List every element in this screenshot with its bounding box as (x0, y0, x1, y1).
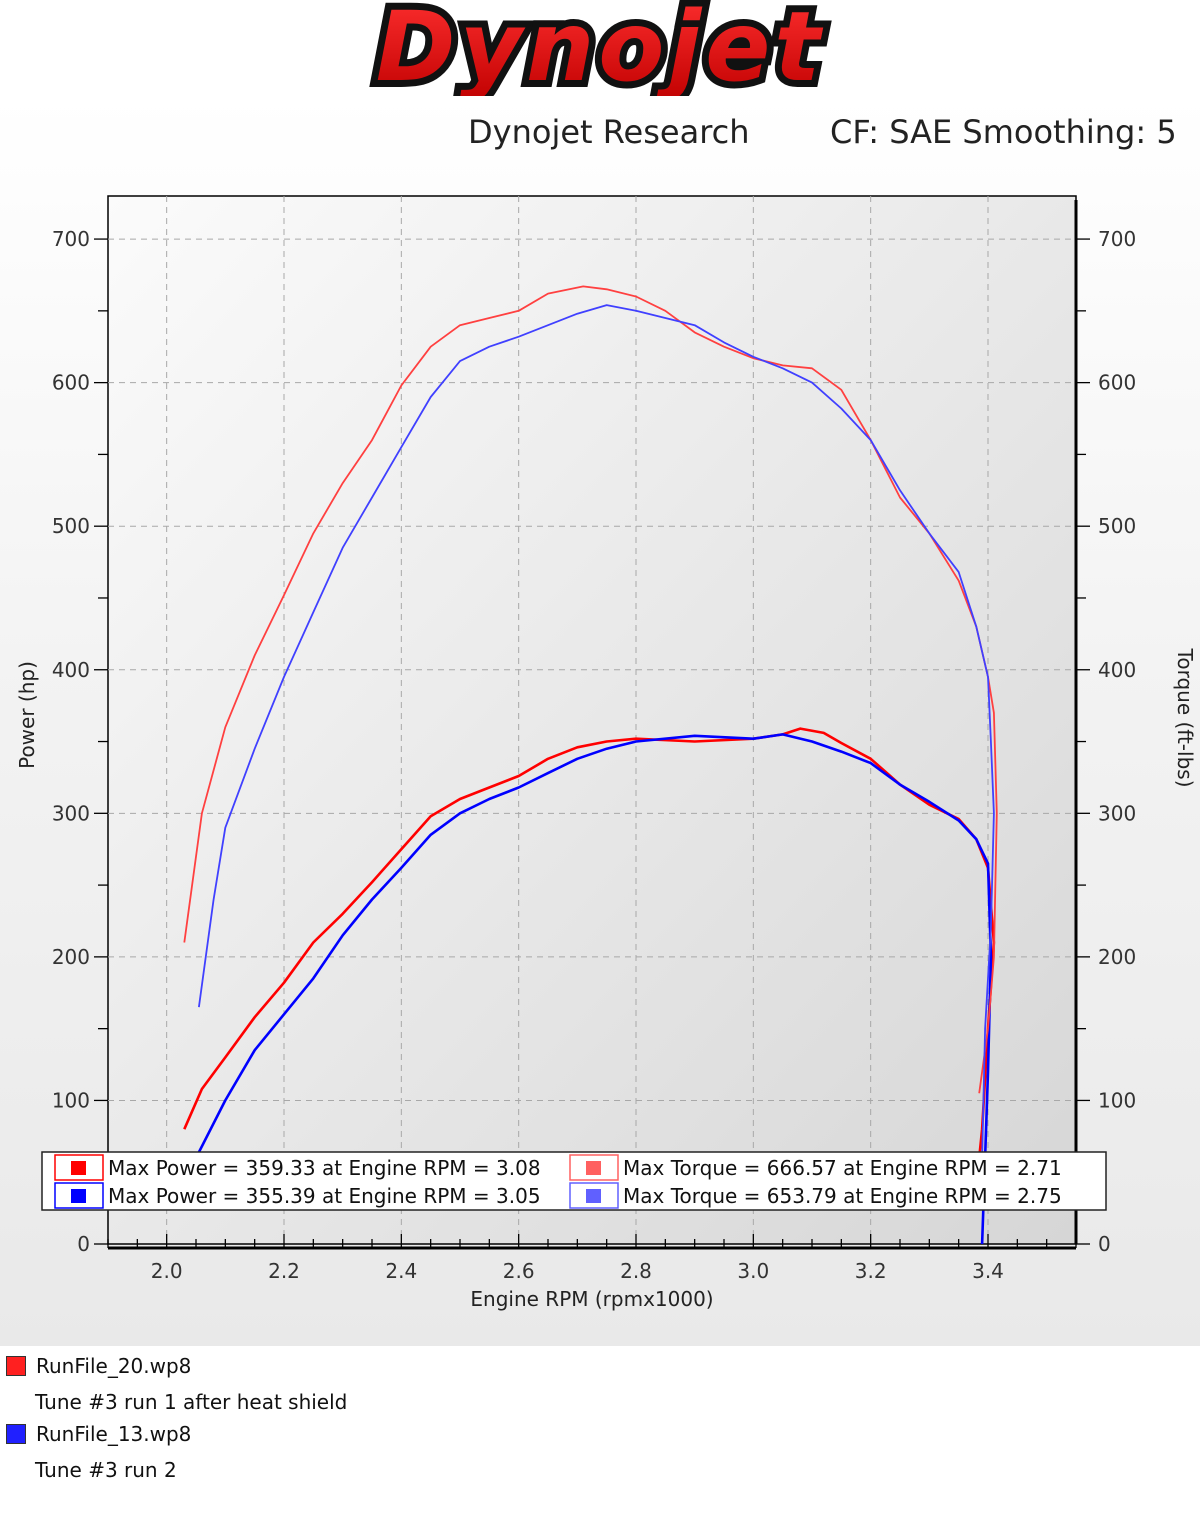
plot-area (107, 195, 1077, 1245)
dynojet-logo: Dynojet Dynojet (369, 0, 827, 110)
run-file-description: Tune #3 run 1 after heat shield (35, 1390, 348, 1414)
logo-text: Dynojet (376, 0, 824, 96)
x-tick-label: 2.0 (151, 1259, 183, 1283)
y-tick-label: 0 (77, 1232, 90, 1256)
logo-area: Dynojet Dynojet (0, 0, 1200, 110)
header-title: Dynojet Research (468, 113, 750, 151)
y-tick-label: 400 (52, 658, 90, 682)
y2-tick-label: 300 (1098, 801, 1136, 825)
header-correction-factor: CF: SAE Smoothing: 5 (830, 113, 1177, 151)
y2-tick-label: 100 (1098, 1088, 1136, 1112)
legend-entry: Max Power = 355.39 at Engine RPM = 3.05 (108, 1184, 541, 1208)
legend: Max Power = 359.33 at Engine RPM = 3.08 M… (41, 1151, 1107, 1211)
x-tick-label: 3.0 (737, 1259, 769, 1283)
x-tick-label: 2.6 (503, 1259, 535, 1283)
y-tick-label: 300 (52, 801, 90, 825)
run-files-list: RunFile_20.wp8 Tune #3 run 1 after heat … (0, 1346, 1200, 1532)
run-file-name: RunFile_20.wp8 (36, 1354, 192, 1378)
series-line-torque-run13 (198, 304, 995, 1158)
x-tick-label: 3.2 (855, 1259, 887, 1283)
y2-tick-label: 400 (1098, 658, 1136, 682)
x-axis-title: Engine RPM (rpmx1000) (470, 1287, 713, 1311)
run-file-description: Tune #3 run 2 (35, 1458, 177, 1482)
y-tick-label: 200 (52, 945, 90, 969)
x-tick-label: 2.2 (268, 1259, 300, 1283)
y2-tick-label: 200 (1098, 945, 1136, 969)
x-tick-label: 2.8 (620, 1259, 652, 1283)
y-tick-label: 500 (52, 514, 90, 538)
legend-swatch (586, 1189, 601, 1203)
legend-swatch (586, 1161, 601, 1175)
series-layer (183, 285, 998, 1245)
y-tick-label: 700 (52, 227, 90, 251)
y2-tick-label: 700 (1098, 227, 1136, 251)
grid-lines (108, 196, 1076, 1244)
series-line-power-run13 (194, 733, 993, 1245)
dyno-chart: 2.0 2.2 2.4 2.6 2.8 3.0 3.2 3.4 0 0 100 100 200 200 30… (15, 195, 1197, 1311)
y-tick-label: 600 (52, 371, 90, 395)
legend-entry: Max Torque = 653.79 at Engine RPM = 2.75 (623, 1184, 1062, 1208)
run-file-name: RunFile_13.wp8 (36, 1422, 192, 1446)
y2-tick-label: 0 (1098, 1232, 1111, 1256)
y2-tick-label: 600 (1098, 371, 1136, 395)
x-tick-label: 3.4 (972, 1259, 1004, 1283)
run-file-item-2[interactable]: RunFile_13.wp8 (6, 1420, 191, 1448)
legend-entry: Max Power = 359.33 at Engine RPM = 3.08 (108, 1156, 541, 1180)
y2-tick-label: 500 (1098, 514, 1136, 538)
x-tick-label: 2.4 (385, 1259, 417, 1283)
run-file-item-1[interactable]: RunFile_20.wp8 (6, 1352, 191, 1380)
logo-outline: Dynojet (376, 0, 824, 96)
legend-swatch (71, 1161, 86, 1175)
legend-swatch (71, 1189, 86, 1203)
y-axis-title: Power (hp) (15, 661, 39, 769)
run-color-swatch (6, 1356, 26, 1376)
y-tick-label: 100 (52, 1088, 90, 1112)
axes: 2.0 2.2 2.4 2.6 2.8 3.0 3.2 3.4 0 0 100 100 200 200 30… (52, 200, 1136, 1283)
y2-axis-title: Torque (ft-lbs) (1173, 648, 1197, 788)
run-color-swatch (6, 1424, 26, 1444)
legend-entry: Max Torque = 666.57 at Engine RPM = 2.71 (623, 1156, 1062, 1180)
